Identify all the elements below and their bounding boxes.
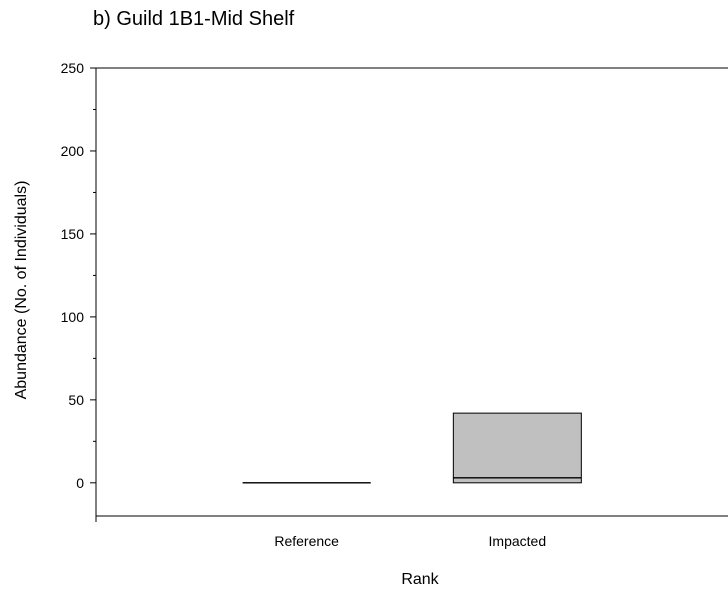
y-tick-label: 150: [61, 226, 85, 242]
x-tick-label: Impacted: [489, 533, 547, 549]
y-tick-label: 0: [76, 475, 84, 491]
y-axis-title: Abundance (No. of Individuals): [13, 181, 30, 400]
axes: [90, 67, 728, 522]
boxes: [242, 412, 582, 484]
labels: 0 50 100 150 200 250 Reference Impacted Rank Abun…: [13, 60, 546, 588]
y-tick-label: 200: [61, 143, 85, 159]
x-axis-title: Rank: [401, 571, 439, 588]
chart-title: b) Guild 1B1-Mid Shelf: [93, 8, 295, 30]
y-tick-label: 100: [61, 309, 85, 325]
box-impacted: [452, 412, 582, 484]
x-tick-label: Reference: [274, 533, 339, 549]
y-tick-label: 50: [68, 392, 84, 408]
y-tick-label: 250: [61, 60, 85, 76]
